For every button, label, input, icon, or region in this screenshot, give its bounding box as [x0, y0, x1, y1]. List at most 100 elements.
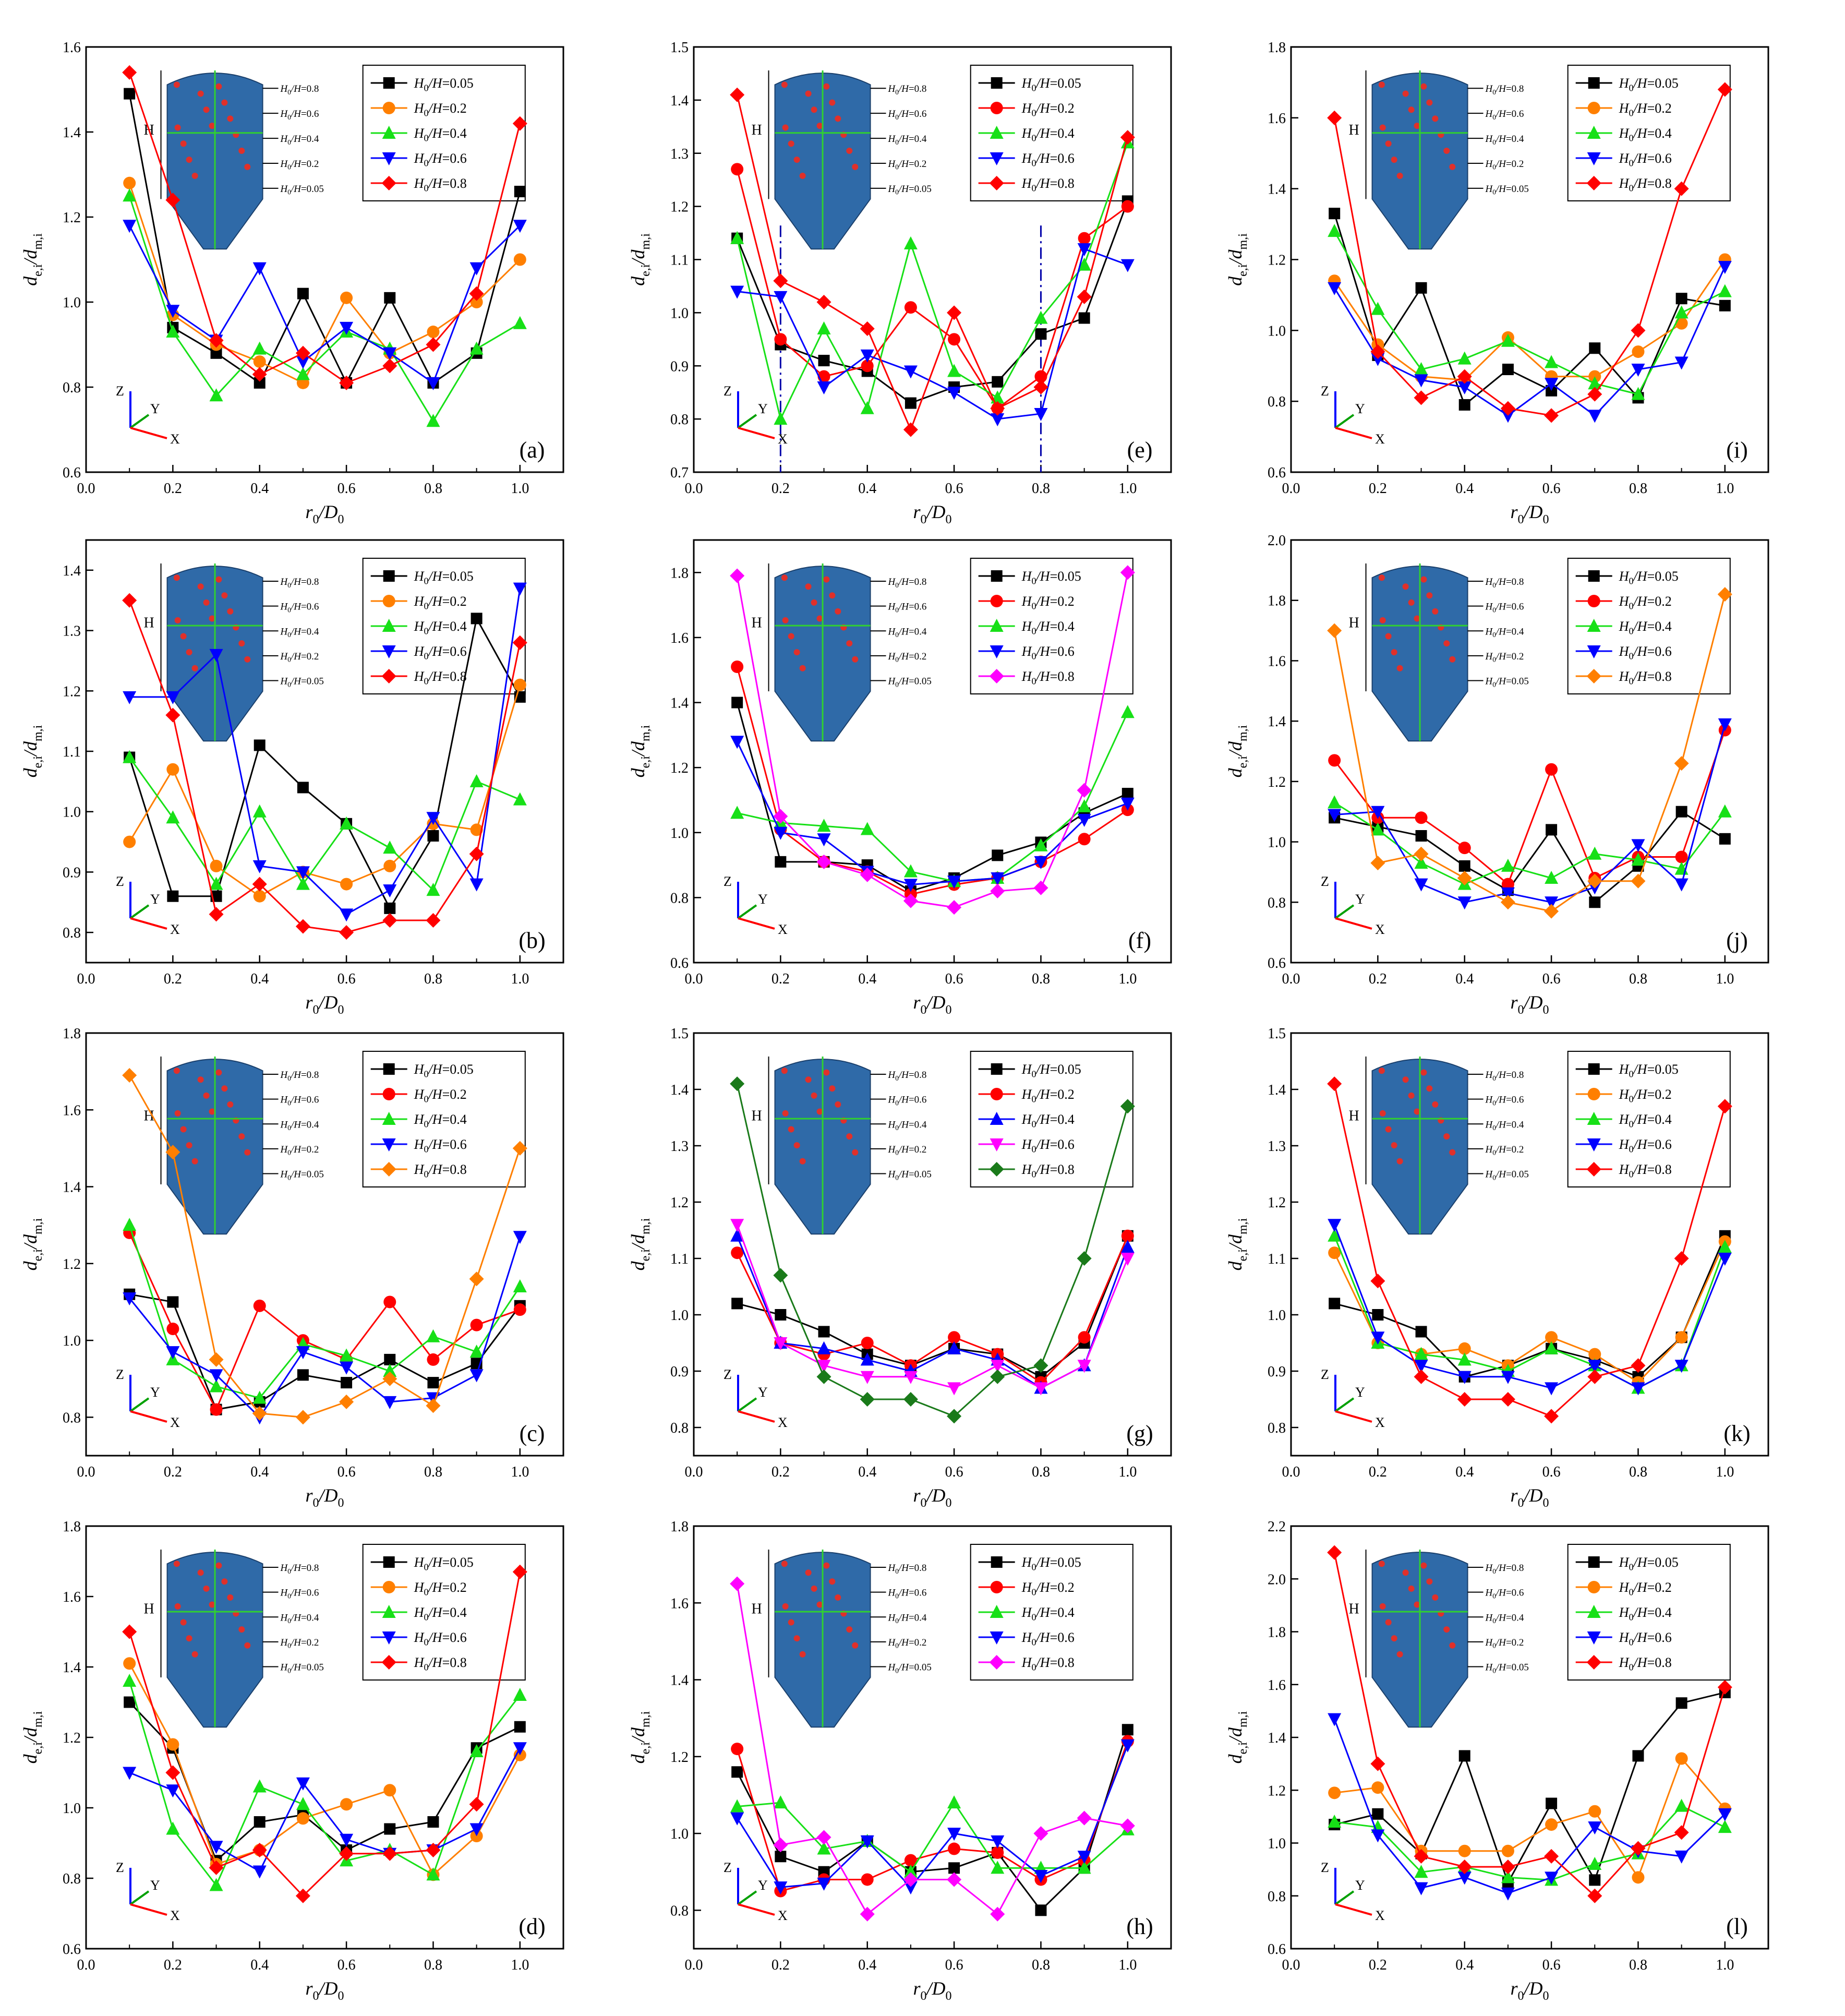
data-point — [1675, 806, 1687, 818]
plot-frame — [85, 46, 564, 473]
series-line — [736, 572, 1129, 908]
data-point — [340, 291, 353, 304]
data-point — [383, 1396, 397, 1409]
data-point — [469, 1271, 484, 1287]
data-point — [731, 163, 744, 176]
data-point — [816, 1369, 831, 1384]
level-label: H0/H=0.2 — [1485, 651, 1524, 664]
data-point — [469, 1823, 484, 1837]
legend-marker — [381, 1162, 396, 1177]
data-point — [427, 1377, 439, 1389]
y-tick-label: 1.6 — [63, 1102, 81, 1119]
data-point — [730, 1228, 744, 1242]
chart-panel-f: 0.0 0.2 0.4 0.6 0.8 1.0 0.6 0.8 1.0 1.2 1.4 1.6 1.8 r… — [628, 539, 1172, 1017]
chart-panel-g: 0.0 0.2 0.4 0.6 0.8 1.0 0.8 0.9 1.0 1.1 1.2 1.3 1.4 1… — [628, 1026, 1172, 1510]
axis-icon-x-label: X — [1375, 431, 1385, 447]
axis-icon-x-label: X — [778, 1908, 788, 1923]
data-point — [469, 774, 484, 787]
data-point — [947, 1409, 962, 1424]
level-label: H0/H=0.8 — [888, 1070, 927, 1082]
particle-mark — [1414, 1108, 1420, 1115]
data-point — [903, 1881, 918, 1895]
particle-mark — [793, 1142, 800, 1149]
data-point — [1458, 1750, 1470, 1762]
level-label: H0/H=0.05 — [888, 676, 932, 689]
x-tick-label: 1.0 — [1716, 1957, 1734, 1973]
data-point — [774, 826, 788, 840]
data-point — [513, 678, 526, 691]
data-point — [165, 1765, 180, 1780]
data-point — [384, 1823, 396, 1835]
data-point — [469, 1369, 484, 1383]
data-point — [426, 414, 440, 427]
y-tick-label: 0.6 — [1268, 955, 1286, 971]
level-label: H0/H=0.8 — [1485, 577, 1524, 589]
data-point — [123, 176, 136, 189]
particle-mark — [805, 583, 812, 590]
data-point — [340, 1348, 354, 1362]
data-point — [123, 188, 137, 202]
particle-mark — [221, 592, 228, 599]
axis-icon-x-label: X — [1375, 922, 1385, 937]
data-point — [730, 1799, 744, 1813]
height-label: H — [752, 1601, 762, 1617]
data-point — [947, 900, 962, 915]
data-point — [296, 1777, 310, 1791]
x-tick-label: 0.4 — [858, 481, 876, 497]
data-point — [295, 1888, 310, 1903]
particle-mark — [781, 1561, 788, 1567]
data-point — [1501, 1870, 1515, 1883]
data-point — [903, 879, 918, 892]
data-point — [1327, 110, 1342, 125]
level-label: H0/H=0.6 — [888, 109, 927, 121]
legend-marker — [1587, 1605, 1601, 1618]
data-point — [1588, 1857, 1602, 1870]
x-tick-label: 0.2 — [1369, 1957, 1387, 1973]
data-point — [816, 295, 831, 309]
data-point — [514, 186, 526, 198]
axis-icon-x-label: X — [1375, 1908, 1385, 1923]
data-point — [816, 1830, 831, 1845]
series-line — [736, 1235, 1129, 1384]
data-point — [1328, 224, 1342, 237]
y-axis-title: de,i/dm,i — [20, 725, 45, 777]
data-point — [861, 359, 874, 373]
data-point — [1719, 833, 1731, 845]
data-point — [513, 792, 527, 806]
axis-icon-z-label: Z — [723, 874, 732, 889]
legend-marker — [989, 669, 1004, 683]
data-point — [774, 412, 788, 425]
series-line — [128, 195, 521, 423]
data-point — [1458, 1844, 1471, 1857]
particle-mark — [173, 1067, 180, 1074]
data-point — [1500, 1392, 1515, 1407]
series-line — [1333, 266, 1726, 417]
particle-mark — [1391, 1635, 1397, 1642]
data-point — [166, 1821, 180, 1835]
legend-label: H0/H=0.4 — [414, 1605, 467, 1623]
data-point — [1370, 1274, 1385, 1289]
particle-mark — [846, 640, 853, 647]
particle-mark — [221, 99, 228, 106]
particle-mark — [227, 1101, 234, 1108]
y-tick-label: 1.1 — [1268, 1251, 1286, 1267]
level-label: H0/H=0.05 — [280, 676, 324, 689]
data-point — [296, 1812, 309, 1825]
data-point — [1415, 830, 1427, 842]
data-point — [382, 1846, 397, 1861]
level-label: H0/H=0.2 — [280, 1637, 319, 1650]
y-tick-label: 0.8 — [1268, 1420, 1286, 1436]
legend-label: H0/H=0.05 — [1619, 76, 1679, 93]
data-point — [1674, 181, 1689, 196]
level-label: H0/H=0.8 — [888, 83, 927, 96]
data-point — [1371, 1331, 1385, 1345]
legend-marker — [1587, 126, 1601, 139]
data-point — [1675, 1752, 1688, 1765]
x-axis-title: r0/D0 — [305, 501, 344, 526]
data-point — [512, 1564, 527, 1579]
level-label: H0/H=0.6 — [280, 109, 319, 121]
legend-label: H0/H=0.2 — [1619, 101, 1672, 118]
data-point — [1717, 587, 1732, 602]
y-tick-label: 0.8 — [670, 1420, 689, 1436]
x-axis-title: r0/D0 — [913, 992, 951, 1017]
